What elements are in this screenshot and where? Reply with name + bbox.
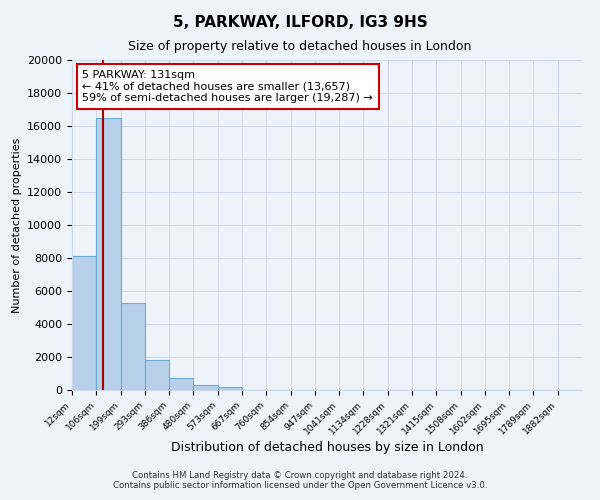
Text: Size of property relative to detached houses in London: Size of property relative to detached ho… [128,40,472,53]
Bar [121,302,145,390]
Text: Contains HM Land Registry data © Crown copyright and database right 2024.
Contai: Contains HM Land Registry data © Crown c… [113,470,487,490]
Text: 5 PARKWAY: 131sqm
← 41% of detached houses are smaller (13,657)
59% of semi-deta: 5 PARKWAY: 131sqm ← 41% of detached hous… [82,70,373,103]
Bar [169,378,193,390]
Bar [193,386,218,390]
Bar [145,360,169,390]
Bar [218,386,242,390]
Y-axis label: Number of detached properties: Number of detached properties [11,138,22,312]
Bar [96,118,121,390]
Text: 5, PARKWAY, ILFORD, IG3 9HS: 5, PARKWAY, ILFORD, IG3 9HS [173,15,427,30]
Bar [72,256,96,390]
X-axis label: Distribution of detached houses by size in London: Distribution of detached houses by size … [170,442,484,454]
